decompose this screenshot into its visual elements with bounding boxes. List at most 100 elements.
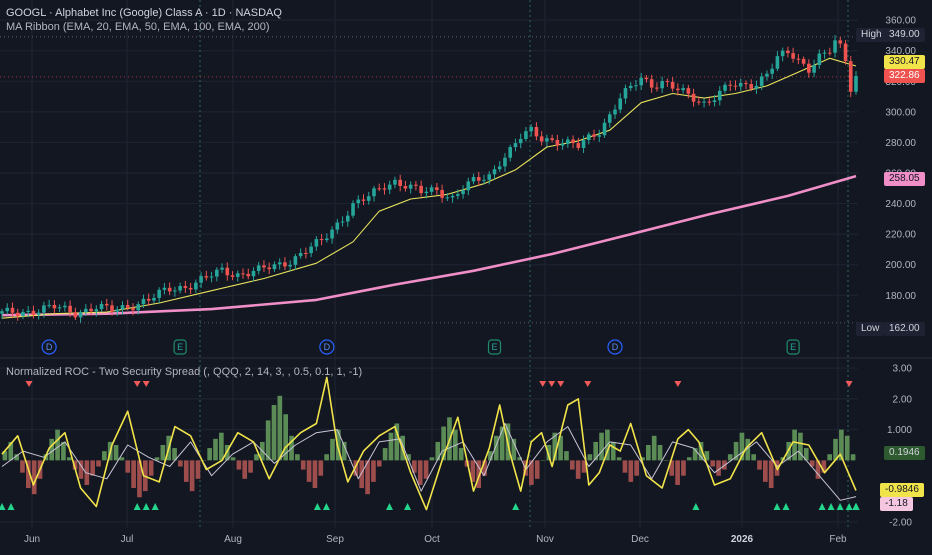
candle-up	[78, 312, 83, 318]
candle-down	[241, 273, 245, 275]
ma-ribbon-legend[interactable]: MA Ribbon (EMA, 20, EMA, 50, EMA, 100, E…	[6, 21, 270, 33]
hist-bar-negative	[195, 460, 201, 479]
hist-bar-negative	[534, 460, 540, 479]
low-tag: Low	[856, 322, 885, 336]
candle-down	[304, 252, 308, 254]
ema20-line	[1, 57, 857, 319]
sell-signal-marker	[845, 381, 853, 387]
buy-signal-marker	[7, 503, 15, 510]
osc-tick-label: 1.000	[887, 425, 912, 436]
last-price-label: 322.86	[884, 69, 925, 83]
candle-up	[450, 195, 455, 198]
hist-bar-negative	[412, 460, 417, 473]
candle-up	[461, 190, 465, 195]
buy-signal-marker	[322, 503, 330, 510]
hist-bar-positive	[488, 451, 493, 461]
candle-up	[471, 177, 476, 182]
hist-bar-negative	[189, 460, 195, 492]
candle-up	[770, 68, 774, 74]
candle-up	[293, 256, 298, 265]
candle-up	[162, 287, 167, 290]
hist-bar-negative	[634, 460, 639, 476]
hist-bar-positive	[271, 405, 277, 461]
dividend-marker-circle	[319, 339, 335, 355]
signal-markers	[0, 381, 860, 510]
buy-signal-marker	[0, 503, 6, 510]
buy-signal-marker	[385, 503, 393, 510]
earnings-marker[interactable]: E	[487, 339, 502, 355]
buy-signal-marker	[773, 503, 781, 510]
dividend-marker[interactable]: D	[41, 339, 57, 355]
candle-up	[513, 143, 518, 148]
candle-up	[560, 143, 565, 146]
hist-bar-positive	[341, 441, 347, 461]
candle-down	[188, 287, 193, 290]
signal-value-label: -1.18	[880, 497, 913, 511]
candle-up	[492, 169, 497, 175]
earnings-marker[interactable]: E	[786, 339, 800, 355]
candle-down	[576, 143, 581, 148]
hist-bar-negative	[148, 460, 154, 476]
candle-up	[251, 270, 256, 277]
ema20-price-label: 330.47	[884, 55, 925, 69]
candle-down	[125, 305, 130, 308]
candle-up	[466, 181, 471, 191]
hist-bar-negative	[31, 460, 37, 495]
price-tick-label: 220.00	[885, 230, 916, 241]
candle-up	[445, 197, 450, 199]
candle-up	[120, 305, 125, 310]
candle-up	[173, 290, 177, 292]
symbol-title[interactable]: GOOGL · Alphabet Inc (Google) Class A · …	[6, 7, 282, 19]
oscillator-legend[interactable]: Normalized ROC - Two Security Spread (, …	[6, 366, 363, 378]
candle-up	[524, 131, 528, 139]
hist-bar-negative	[183, 460, 189, 482]
candle-down	[204, 276, 209, 278]
buy-signal-marker	[512, 503, 520, 510]
hist-bar-positive	[587, 454, 593, 461]
roc-value-label: -0.9846	[880, 483, 924, 497]
candle-down	[398, 179, 402, 187]
candle-up	[586, 134, 591, 141]
candle-down	[476, 177, 481, 181]
candle-up	[393, 179, 397, 185]
hist-bar-positive	[388, 432, 394, 461]
hist-bar-negative	[470, 460, 476, 482]
candle-up	[272, 264, 277, 270]
candle-up	[424, 191, 429, 194]
price-tick-label: 280.00	[885, 138, 916, 149]
hist-bar-positive	[552, 432, 558, 461]
buy-signal-marker	[827, 503, 835, 510]
hist-bar-positive	[692, 448, 698, 461]
candle-down	[796, 58, 801, 60]
candle-up	[628, 85, 633, 89]
sell-signal-marker	[674, 381, 682, 387]
hist-bar-negative	[669, 460, 675, 476]
candle-up	[634, 85, 638, 87]
hist-value-label: 0.1946	[884, 446, 925, 460]
candle-down	[146, 298, 151, 301]
candle-up	[497, 166, 502, 170]
hist-bar-positive	[277, 395, 283, 461]
hist-bar-positive	[336, 429, 341, 461]
candle-down	[807, 63, 811, 73]
candle-up	[723, 84, 727, 91]
time-tick-label: Sep	[326, 534, 344, 545]
hist-bar-negative	[312, 460, 318, 489]
candle-down	[665, 81, 670, 83]
dividend-marker[interactable]: D	[319, 339, 335, 355]
candle-up	[597, 135, 602, 137]
candle-up	[754, 85, 759, 89]
hist-bar-positive	[172, 448, 177, 461]
ema200-price-label: 258.05	[884, 172, 925, 186]
candle-up	[115, 309, 120, 312]
hist-bar-negative	[575, 460, 581, 479]
hist-bar-positive	[265, 420, 271, 461]
sell-signal-marker	[25, 381, 33, 387]
buy-signal-marker	[404, 503, 412, 510]
dividend-marker[interactable]: D	[607, 339, 623, 355]
candle-down	[534, 127, 539, 137]
earnings-marker[interactable]: E	[173, 339, 187, 355]
hist-bar-negative	[716, 460, 721, 476]
